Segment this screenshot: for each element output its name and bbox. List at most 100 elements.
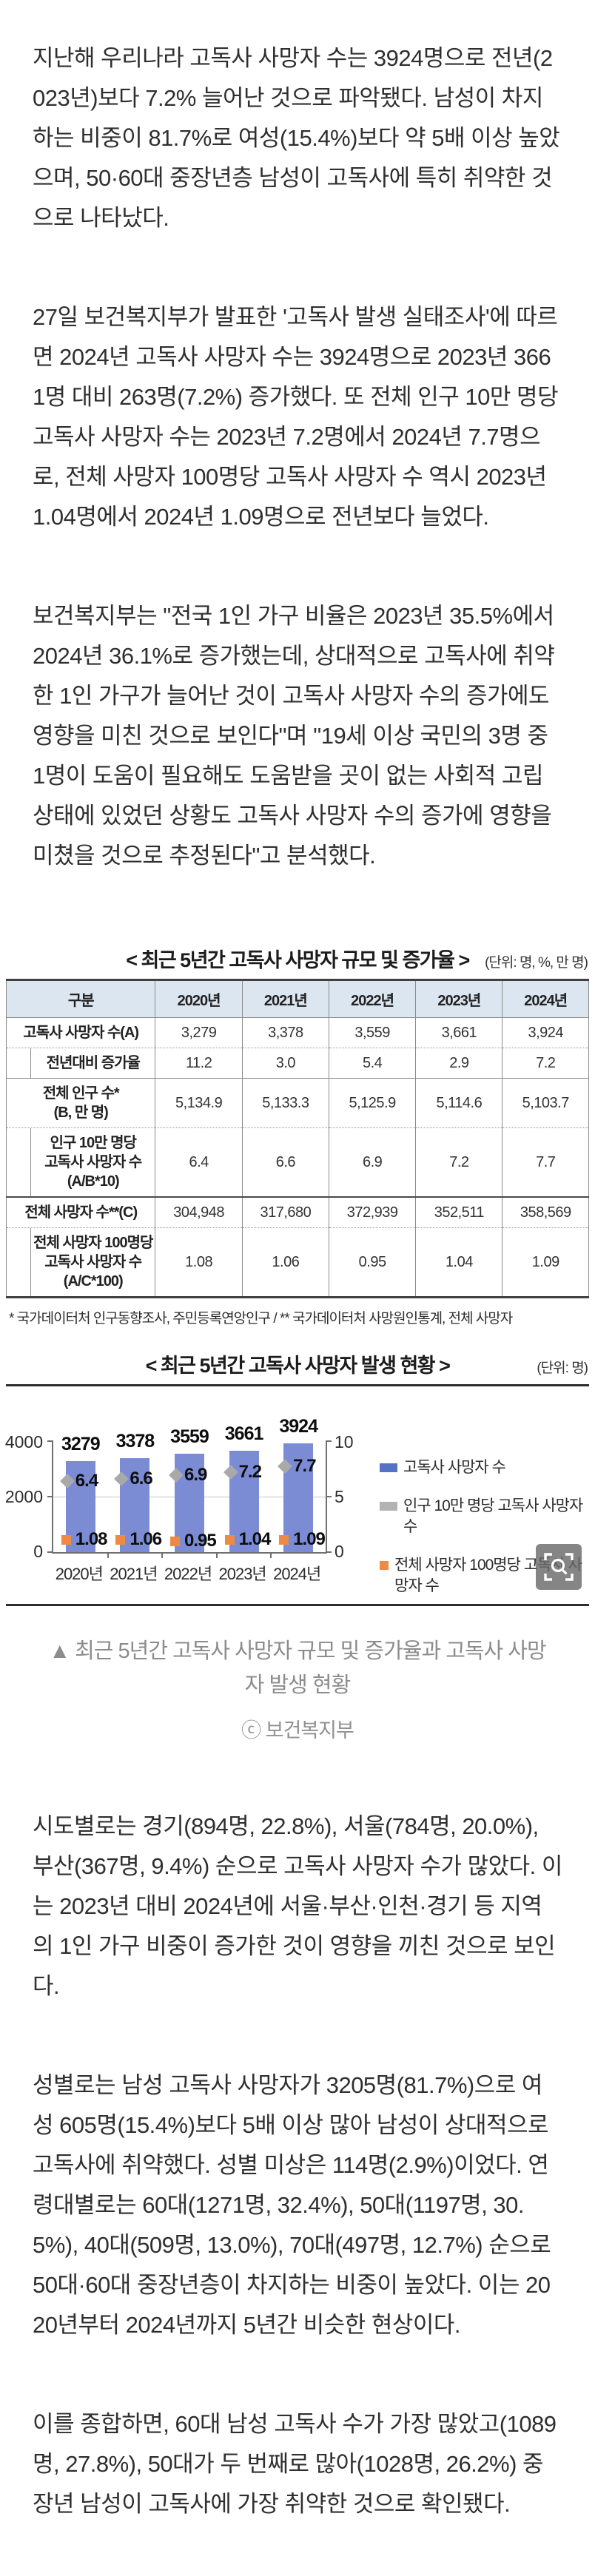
chart-canvas: 4000 2000 0 3279 6.4 1.08 3378 6.6 1.06 3559 6.…: [4, 1416, 589, 1594]
chart-column: 3378 6.6 1.06: [108, 1431, 163, 1552]
image-zoom-button[interactable]: [536, 1544, 582, 1590]
chart-column: 3924 7.7 1.09: [271, 1416, 326, 1552]
bar-value-label: 3378: [115, 1431, 155, 1451]
diamond-value-label: 7.7: [293, 1456, 316, 1476]
article-paragraph-3: 보건복지부는 "전국 1인 가구 비율은 2023년 35.5%에서 2024년…: [33, 603, 555, 869]
table-header-cell: 2020년: [155, 980, 243, 1018]
axis-tick: [107, 1552, 109, 1558]
chart-unit-note: (단위: 명): [537, 1361, 588, 1376]
legend-swatch: [380, 1463, 397, 1472]
magnifier-icon: [544, 1553, 574, 1581]
table-cell: 5,134.9: [155, 1078, 243, 1128]
table-cell: 6.9: [328, 1127, 417, 1197]
table-cell: 358,569: [502, 1196, 589, 1228]
x-axis-labels: 2020년 2021년 2022년 2023년 2024년: [52, 1561, 324, 1585]
table-row: 전체 사망자 수**(C) 304,948 317,680 372,939 352,51…: [5, 1196, 589, 1228]
table-cell: 304,948: [155, 1196, 243, 1228]
table-row: 전체 인구 수* (B, 만 명) 5,134.9 5,133.3 5,125.9 5,…: [5, 1078, 589, 1128]
diamond-value-label: 6.6: [130, 1469, 152, 1488]
legend-item: 고독사 사망자 수: [380, 1457, 589, 1478]
image-caption: ▲ 최근 5년간 고독사 사망자 규모 및 증가율과 고독사 사망자 발생 현황…: [48, 1634, 546, 1743]
square-value-label: 1.04: [238, 1529, 272, 1549]
table-row: 전체 사망자 100명당 고독사 사망자 수 (A/C*100) 1.08 1.06…: [5, 1227, 589, 1298]
table-unit-note: (단위: 명, %, 만 명): [485, 955, 588, 971]
table-row-label: 인구 10만 명당 고독사 사망자 수 (A/B*10): [5, 1127, 156, 1197]
caption-credit: ⓒ 보건복지부: [241, 1719, 354, 1742]
table-cell: 3,378: [241, 1017, 329, 1048]
chart-title: < 최근 5년간 고독사 사망자 발생 현황 >: [145, 1355, 451, 1377]
row-indent-spacer: [7, 1048, 31, 1078]
table-cell: 317,680: [241, 1196, 329, 1228]
row-label-wrap: 전년대비 증가율: [7, 1048, 155, 1078]
row-label-text: 인구 10만 명당 고독사 사망자 수 (A/B*10): [44, 1135, 142, 1190]
table-cell: 5,125.9: [328, 1078, 417, 1128]
diamond-value-label: 6.9: [184, 1465, 207, 1485]
table-footnote: * 국가데이터처 인구동향조사, 주민등록연앙인구 / ** 국가데이터처 사망…: [9, 1311, 513, 1326]
y-axis-left-tick-label: 2000: [4, 1487, 43, 1506]
table-row-label: 전년대비 증가율: [5, 1048, 156, 1079]
x-axis-tick-label: 2021년: [110, 1565, 158, 1583]
table-row-label: 전체 사망자 수**(C): [5, 1196, 156, 1228]
axis-tick: [326, 1440, 332, 1442]
y-axis-right-tick-label: 0: [335, 1542, 344, 1561]
caption-text: ▲ 최근 5년간 고독사 사망자 규모 및 증가율과 고독사 사망자 발생 현황: [49, 1639, 546, 1697]
table-header-cell: 2022년: [328, 980, 417, 1018]
table-cell: 3,559: [328, 1017, 417, 1048]
row-label-wrap: 전체 사망자 수**(C): [7, 1198, 155, 1227]
chart-column: 3661 7.2 1.04: [217, 1423, 272, 1552]
table-cell: 5.4: [328, 1048, 417, 1079]
legend-label: 전체 사망자 100명당 고독사 사망자 수: [394, 1557, 582, 1594]
figure-bottom-border: [6, 1604, 589, 1606]
article-paragraph-6: 이를 종합하면, 60대 남성 고독사 수가 가장 많았고(1089명, 27.…: [33, 2411, 557, 2517]
x-axis-tick-label: 2020년: [55, 1565, 104, 1583]
table-cell: 7.7: [502, 1127, 589, 1197]
table-cell: 6.4: [155, 1127, 243, 1197]
y-axis-left-tick-label: 4000: [4, 1432, 43, 1451]
row-label-wrap: 고독사 사망자 수(A): [7, 1018, 155, 1048]
table-title-row: < 최근 5년간 고독사 사망자 규모 및 증가율 > (단위: 명, %, 만…: [6, 944, 589, 973]
square-marker: [61, 1535, 71, 1545]
axis-tick: [47, 1440, 53, 1442]
table-cell: 1.09: [502, 1227, 589, 1298]
table-cell: 0.95: [328, 1227, 417, 1298]
bar-chart: 4000 2000 0 3279 6.4 1.08 3378 6.6 1.06 3559 6.…: [4, 1386, 589, 1594]
square-marker: [169, 1537, 180, 1546]
statistics-figure: < 최근 5년간 고독사 사망자 규모 및 증가율 > (단위: 명, %, 만…: [4, 944, 589, 1606]
legend-swatch: [380, 1561, 389, 1570]
table-cell: 5,103.7: [502, 1078, 589, 1128]
table-cell: 372,939: [328, 1196, 417, 1228]
y-axis-right-tick-label: 10: [335, 1432, 354, 1451]
article-paragraph-1: 지난해 우리나라 고독사 사망자 수는 3924명으로 전년(2023년)보다 …: [33, 45, 560, 231]
y-axis-right: 10 5 0: [326, 1432, 367, 1561]
axis-tick: [326, 1551, 332, 1553]
bar: [174, 1454, 204, 1552]
table-cell: 11.2: [155, 1048, 243, 1079]
table-header-cell: 2024년: [502, 980, 589, 1018]
table-row-label: 전체 인구 수* (B, 만 명): [5, 1078, 156, 1128]
square-marker: [279, 1535, 289, 1545]
bar-value-label: 3279: [61, 1434, 101, 1454]
axis-tick: [215, 1552, 218, 1558]
square-value-label: 1.09: [293, 1529, 326, 1549]
table-cell: 3,279: [155, 1017, 243, 1048]
axis-tick: [326, 1496, 332, 1497]
table-cell: 5,114.6: [415, 1078, 503, 1128]
table-row-label: 전체 사망자 100명당 고독사 사망자 수 (A/C*100): [5, 1227, 156, 1298]
legend-label: 고독사 사망자 수: [403, 1459, 506, 1476]
article-paragraph-5: 성별로는 남성 고독사 사망자가 3205명(81.7%)으로 여성 605명(…: [33, 2072, 551, 2338]
diamond-value-label: 7.2: [238, 1462, 262, 1482]
table-row: 인구 10만 명당 고독사 사망자 수 (A/B*10) 6.4 6.6 6.9 7.2…: [5, 1127, 589, 1197]
row-label-text: 전체 사망자 100명당 고독사 사망자 수 (A/C*100): [33, 1235, 153, 1289]
square-marker: [224, 1535, 235, 1545]
article-paragraph-2: 27일 보건복지부가 발표한 '고독사 발생 실태조사'에 따르면 2024년 …: [33, 304, 559, 530]
table-cell: 7.2: [502, 1048, 589, 1079]
article-paragraph-4: 시도별로는 경기(894명, 22.8%), 서울(784명, 20.0%), …: [33, 1813, 562, 1999]
legend-label: 인구 10만 명당 고독사 사망자 수: [403, 1497, 583, 1535]
table-cell: 3,924: [502, 1017, 589, 1048]
legend-item: 인구 10만 명당 고독사 사망자 수: [380, 1496, 589, 1537]
chart-column: 3559 6.9 0.95: [162, 1426, 217, 1552]
bar-value-label: 3559: [170, 1426, 209, 1447]
table-cell: 6.6: [241, 1127, 329, 1197]
plot-area: 3279 6.4 1.08 3378 6.6 1.06 3559 6.9 0.95 3661 7.2…: [47, 1416, 332, 1558]
